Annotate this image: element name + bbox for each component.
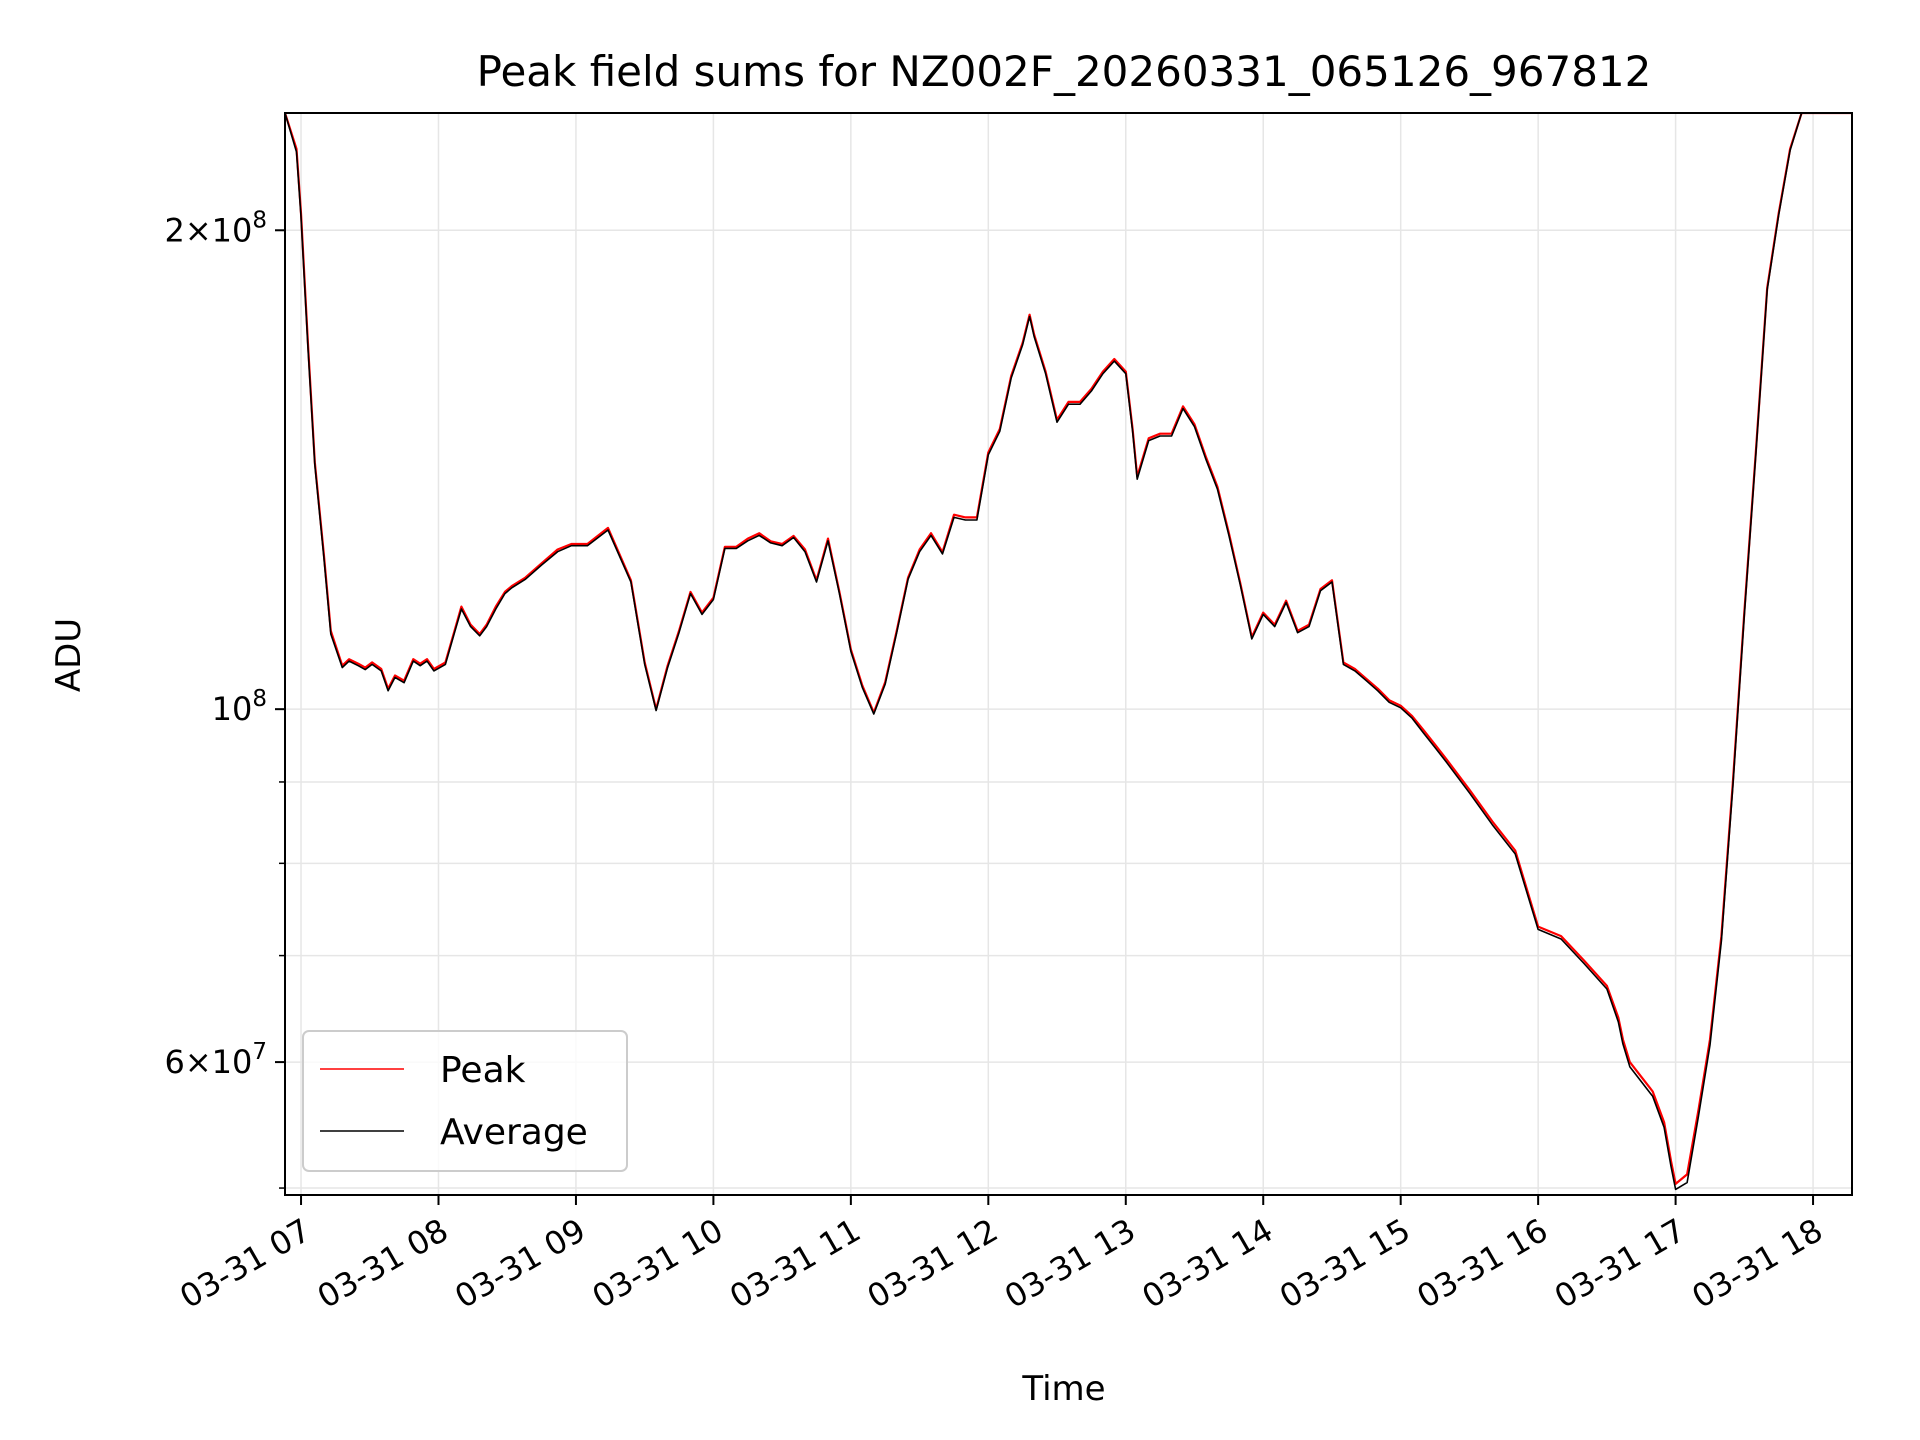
chart-title: Peak field sums for NZ002F_20260331_0651… [477, 47, 1652, 96]
y-tick-label-base: 6×10 [164, 1043, 252, 1081]
plot-frame [284, 112, 1853, 1196]
y-tick-label-exponent: 7 [252, 1039, 267, 1065]
grid-lines [285, 113, 1852, 1195]
legend-label-average: Average [440, 1112, 588, 1153]
y-tick-label-exponent: 8 [252, 686, 267, 712]
legend-box [302, 1030, 628, 1172]
legend-label-peak: Peak [440, 1050, 526, 1091]
y-tick-label: 108 [212, 686, 267, 728]
y-tick-label-base: 10 [212, 690, 253, 728]
x-axis-title: Time [1021, 1369, 1105, 1409]
series-line-average [285, 113, 1852, 1191]
y-tick-label: 2×108 [164, 207, 267, 249]
series-layer [285, 113, 1852, 1191]
y-tick-label: 6×107 [164, 1039, 267, 1081]
y-tick-label-exponent: 8 [252, 207, 267, 233]
y-tick-label-base: 2×10 [164, 211, 252, 249]
legend: Peak Average [302, 1030, 628, 1172]
y-axis-title: ADU [49, 618, 89, 692]
